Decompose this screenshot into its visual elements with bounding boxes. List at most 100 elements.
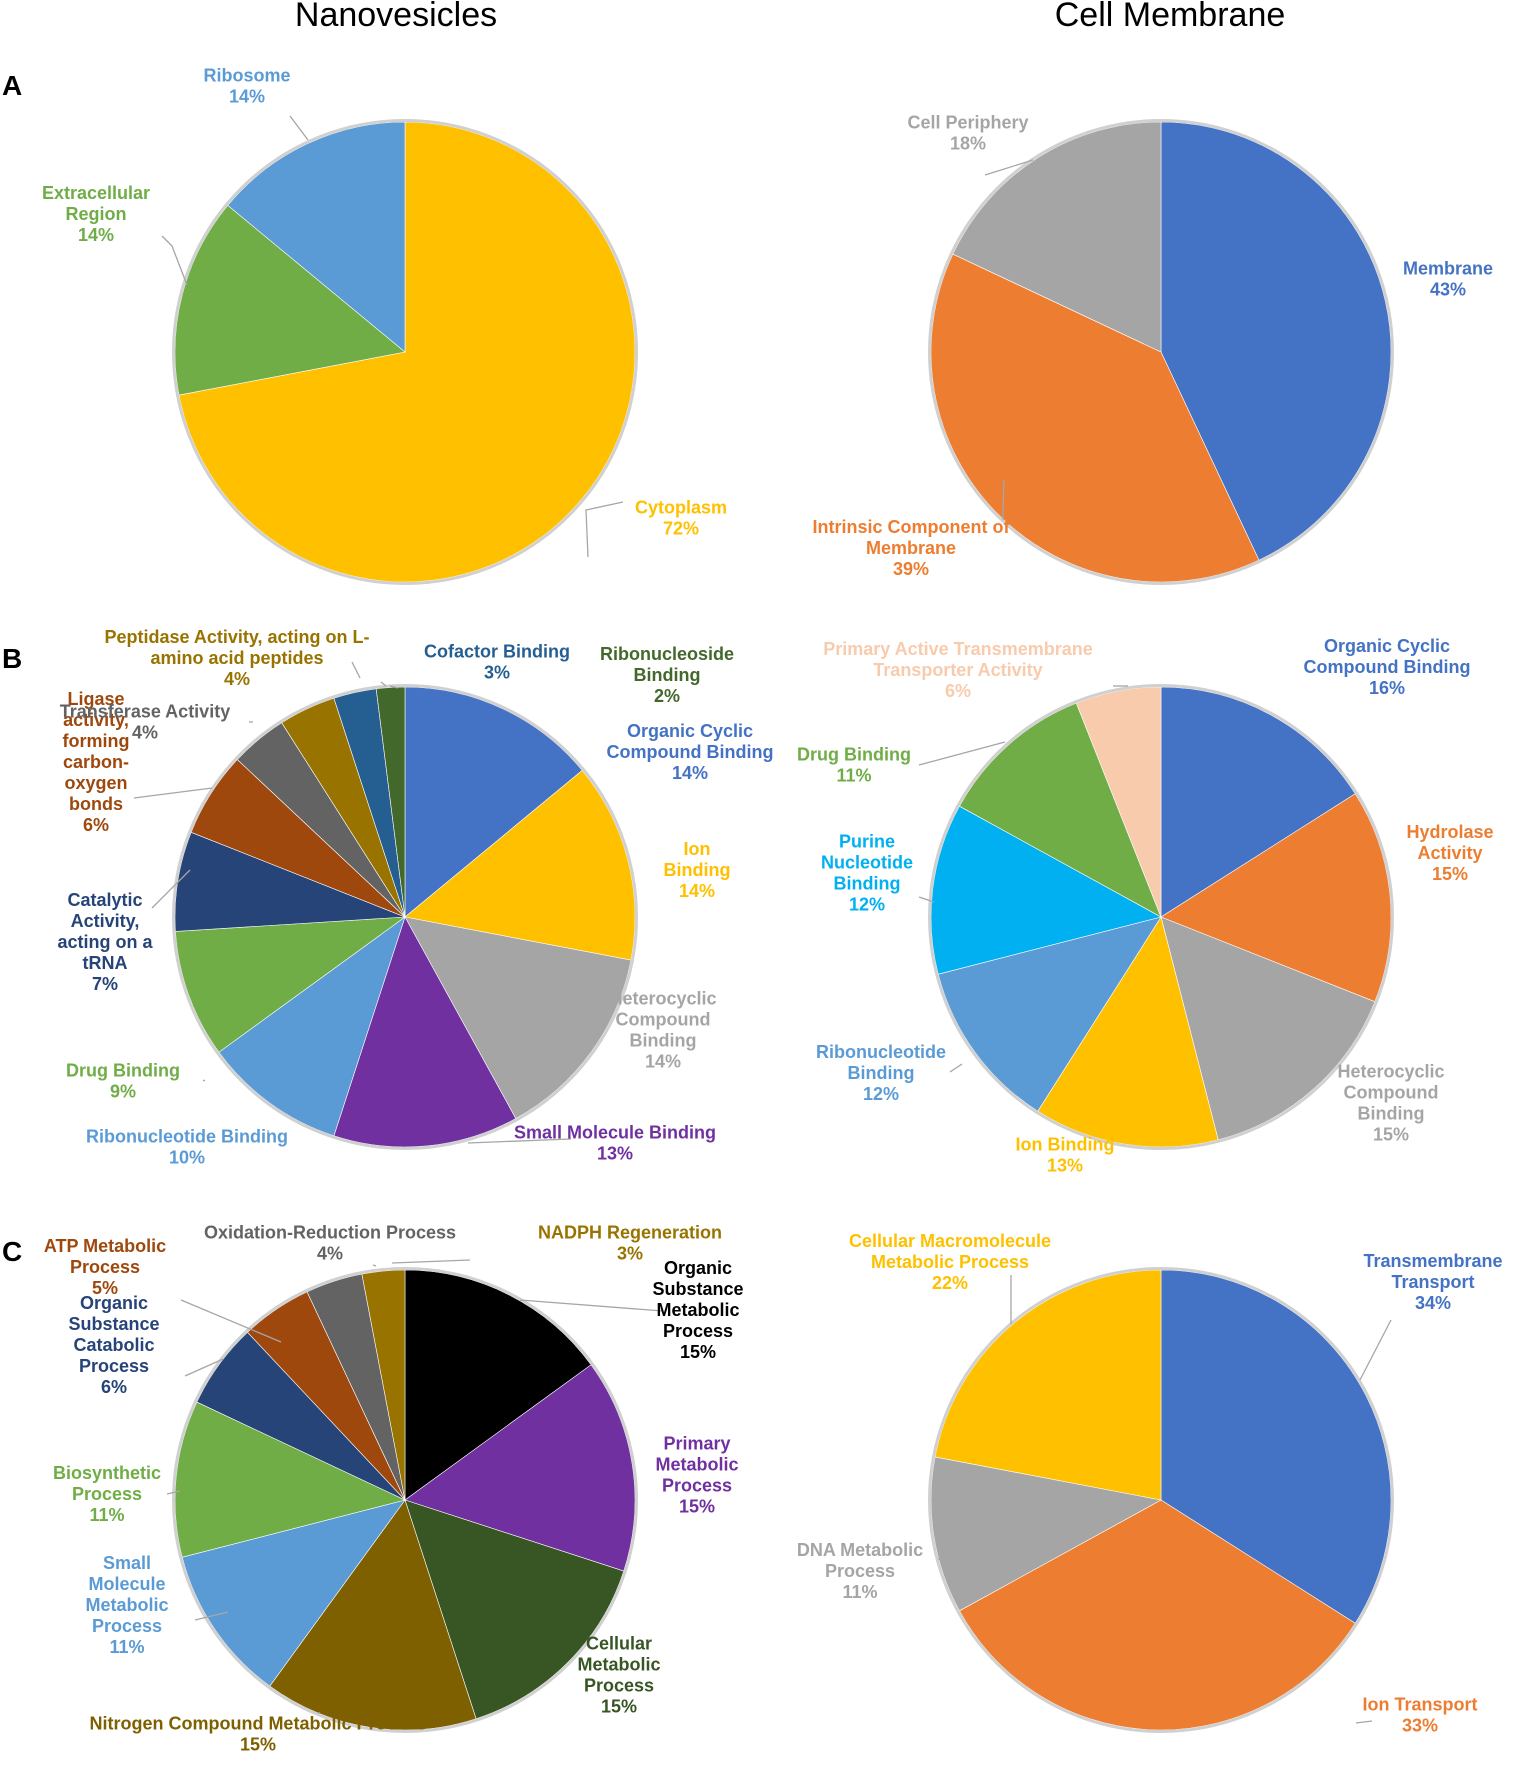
data-label-percent: 22% [932, 1273, 968, 1293]
leader-line [194, 1611, 229, 1621]
leader-line [380, 681, 387, 687]
pie-rim [928, 684, 1394, 1150]
leader-line [467, 1138, 572, 1144]
data-label-percent: 43% [1430, 280, 1466, 300]
data-label-line: Ion Transport [1362, 1695, 1477, 1715]
leader-line [519, 1299, 664, 1312]
leader-line [918, 741, 1006, 766]
data-label-percent: 11% [109, 1637, 144, 1657]
data-label-line: Ligase [67, 689, 124, 709]
data-label-dna-metabolic-process: DNA Metabolic Process 11% [797, 1540, 923, 1602]
data-label-nadph-regeneration: NADPH Regeneration 3% [538, 1223, 722, 1264]
data-label-line: tRNA [83, 953, 128, 973]
data-label-drug-binding: Drug Binding 11% [797, 745, 911, 786]
data-label-ribonucleotide-binding: Ribonucleotide Binding 10% [86, 1127, 288, 1168]
data-label-purine-nucleotide-binding: Purine Nucleotide Binding 12% [821, 832, 913, 915]
data-label-hydrolase-activity: Hydrolase Activity 15% [1406, 822, 1493, 884]
data-label-line: Cellular Macromolecule [849, 1231, 1051, 1251]
data-label-line: bonds [69, 794, 123, 814]
leader-line [184, 1358, 224, 1377]
panel-letter-a: A [2, 70, 22, 101]
data-label-percent: 6% [945, 681, 971, 701]
data-label-line: Heterocyclic [1337, 1062, 1444, 1082]
data-label-percent: 15% [601, 1697, 637, 1717]
leader-line [166, 1490, 181, 1495]
data-label-line: Process [825, 1561, 895, 1581]
pie-slice-organic-cyclic-compound-binding [404, 686, 583, 918]
data-label-line: Transport [1391, 1272, 1474, 1292]
data-label-percent: 3% [617, 1244, 643, 1264]
data-label-percent: 15% [240, 1735, 276, 1755]
data-label-percent: 15% [1373, 1125, 1409, 1145]
data-label-line: Binding [664, 860, 731, 880]
pie-slice-heterocyclic-compound-binding [1160, 916, 1376, 1141]
data-label-line: activity, [63, 710, 129, 730]
data-label-line: Catalytic [67, 890, 142, 910]
data-label-transferase-activity: Transferase Activity 4% [60, 702, 230, 743]
data-label-line: Transferase Activity [60, 702, 230, 722]
data-label-intrinsic-component-of-membrane: Intrinsic Component of Membrane 39% [813, 517, 1011, 579]
leader-line [372, 1264, 377, 1267]
data-label-line: Ribosome [203, 66, 290, 86]
pie-slice-cellular-metabolic-process [404, 1499, 625, 1720]
pie-slice-extracellular-region [174, 204, 406, 396]
data-label-small-molecule-metabolic-process: Small Molecule Metabolic Process 11% [85, 1553, 168, 1657]
pie-slice-heterocyclic-compound-binding [404, 916, 632, 1119]
pie-slice-purine-nucleotide-binding [930, 805, 1162, 975]
leader-line [918, 896, 935, 903]
data-label-organic-cyclic-compound-binding: Organic Cyclic Compound Binding 16% [1304, 636, 1471, 698]
data-label-percent: 11% [842, 1582, 877, 1602]
data-label-line: Ribonucleoside [600, 644, 734, 664]
column-title-nanovesicles: Nanovesicles [295, 0, 497, 34]
data-label-percent: 14% [672, 763, 708, 783]
data-label-line: Oxidation-Reduction Process [204, 1223, 456, 1243]
data-label-percent: 12% [849, 895, 885, 915]
data-label-line: Region [66, 204, 127, 224]
pie-slice-cell-periphery [952, 121, 1162, 353]
data-label-line: Drug Binding [66, 1061, 180, 1081]
data-label-line: Cytoplasm [635, 498, 727, 518]
pie-rim [172, 684, 638, 1150]
data-label-percent: 3% [484, 663, 510, 683]
leader-line [585, 501, 624, 558]
data-label-percent: 15% [679, 1497, 715, 1517]
data-label-line: Process [72, 1484, 142, 1504]
leader-line [938, 1549, 941, 1561]
data-label-ion-binding: Ion Binding 13% [1016, 1135, 1115, 1176]
data-label-line: Organic [664, 1258, 732, 1278]
pie-rim [928, 1267, 1394, 1733]
data-label-percent: 15% [680, 1342, 716, 1362]
pie-slice-nitrogen-compound-metabolic-process [269, 1499, 477, 1731]
data-label-line: Transmembrane [1363, 1251, 1502, 1271]
data-label-percent: 39% [893, 559, 929, 579]
data-label-percent: 10% [169, 1148, 205, 1168]
data-label-line: Nitrogen Compound Metabolic Process [89, 1714, 426, 1734]
data-label-line: Process [79, 1356, 149, 1376]
data-label-extracellular-region: Extracellular Region 14% [42, 183, 150, 245]
data-label-line: Substance [68, 1314, 159, 1334]
data-label-line: Primary Active Transmembrane [823, 639, 1092, 659]
data-label-line: Activity, [71, 911, 140, 931]
pie-slice-dna-metabolic-process [930, 1456, 1162, 1612]
data-label-percent: 9% [110, 1082, 136, 1102]
pie-slice-ribosome [227, 121, 406, 353]
data-label-line: Process [663, 1321, 733, 1341]
data-label-line: Primary [663, 1434, 730, 1454]
data-label-percent: 6% [101, 1377, 127, 1397]
leader-line [389, 685, 399, 689]
pie-slice-transmembrane-transport [1160, 1269, 1392, 1624]
pie-chart-a-nanovesicles: Cytoplasm 72%Extracellular Region 14%Riboso… [42, 66, 727, 585]
data-label-organic-cyclic-compound-binding: Organic Cyclic Compound Binding 14% [607, 721, 774, 783]
data-label-line: NADPH Regeneration [538, 1223, 722, 1243]
data-label-percent: 13% [597, 1144, 633, 1164]
data-label-atp-metabolic-process: ATP Metabolic Process 5% [44, 1236, 166, 1298]
pie-rim [172, 119, 638, 585]
data-label-line: Compound Binding [1304, 657, 1471, 677]
data-label-line: DNA Metabolic [797, 1540, 923, 1560]
data-label-percent: 18% [950, 134, 986, 154]
data-label-line: Compound [1344, 1083, 1439, 1103]
pie-slice-small-molecule-metabolic-process [181, 1499, 406, 1687]
pie-chart-c-nanovesicles: Organic Substance Metabolic Process 15%Prima… [44, 1223, 744, 1755]
data-label-membrane: Membrane 43% [1403, 259, 1493, 300]
data-label-line: Binding [834, 874, 901, 894]
